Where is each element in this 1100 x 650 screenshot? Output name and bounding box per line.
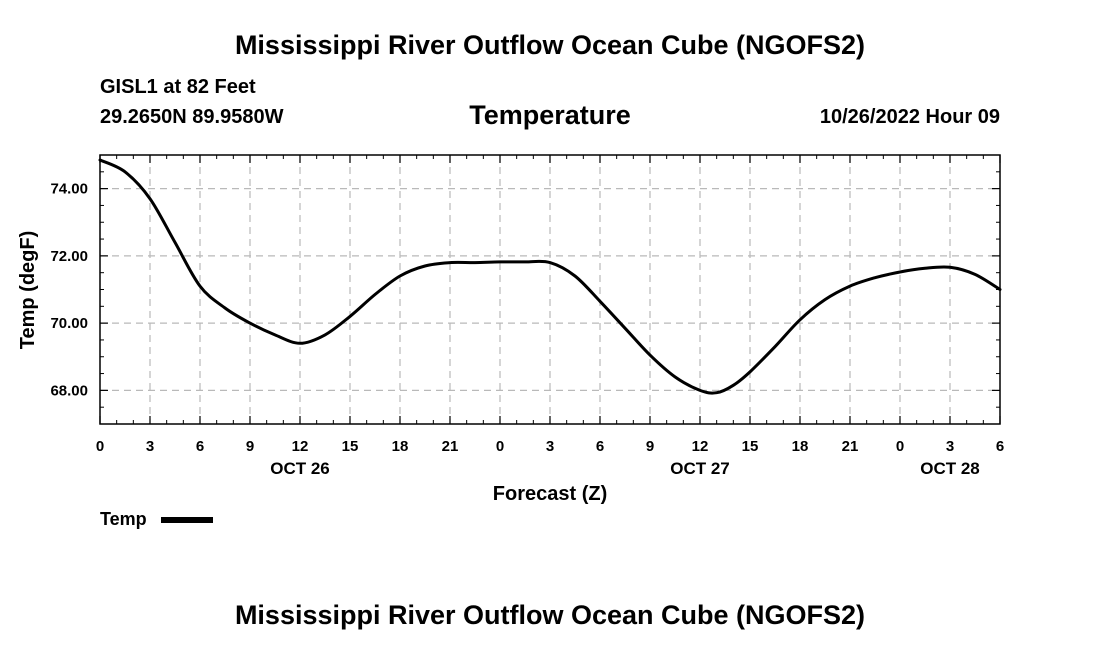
x-tick-label: 0 [496, 438, 504, 455]
datetime-label: 10/26/2022 Hour 09 [819, 106, 1000, 128]
x-tick-label: 18 [792, 438, 809, 455]
x-tick-label: 3 [546, 438, 554, 455]
chart-title: Mississippi River Outflow Ocean Cube (NG… [234, 30, 866, 60]
x-tick-label: 3 [946, 438, 954, 455]
y-tick-label: 68.00 [50, 382, 88, 399]
x-tick-label: 15 [742, 438, 759, 455]
date-label: OCT 28 [920, 459, 980, 478]
x-tick-label: 12 [292, 438, 309, 455]
date-label: OCT 26 [270, 459, 330, 478]
legend-swatch [161, 517, 213, 523]
x-tick-label: 12 [692, 438, 709, 455]
variable-title: Temperature [469, 100, 631, 130]
date-label: OCT 27 [670, 459, 730, 478]
x-tick-label: 6 [996, 438, 1004, 455]
legend-label: Temp [100, 509, 147, 529]
x-tick-label: 18 [392, 438, 409, 455]
x-tick-label: 3 [146, 438, 154, 455]
y-tick-label: 72.00 [50, 248, 88, 265]
x-tick-label: 0 [896, 438, 904, 455]
x-tick-label: 6 [196, 438, 204, 455]
y-tick-label: 70.00 [50, 315, 88, 332]
x-tick-label: 0 [96, 438, 104, 455]
x-tick-label: 9 [246, 438, 254, 455]
footer-title: Mississippi River Outflow Ocean Cube (NG… [234, 600, 866, 630]
x-tick-label: 15 [342, 438, 359, 455]
station-label: GISL1 at 82 Feet [100, 76, 256, 98]
coordinates-label: 29.2650N 89.9580W [100, 106, 284, 128]
x-tick-label: 21 [842, 438, 859, 455]
x-tick-label: 9 [646, 438, 654, 455]
x-tick-label: 6 [596, 438, 604, 455]
y-axis-label: Temp (degF) [17, 231, 39, 350]
x-tick-label: 21 [442, 438, 459, 455]
x-axis-label: Forecast (Z) [493, 483, 607, 505]
series-line-temp [98, 158, 1002, 395]
y-tick-label: 74.00 [50, 181, 88, 198]
